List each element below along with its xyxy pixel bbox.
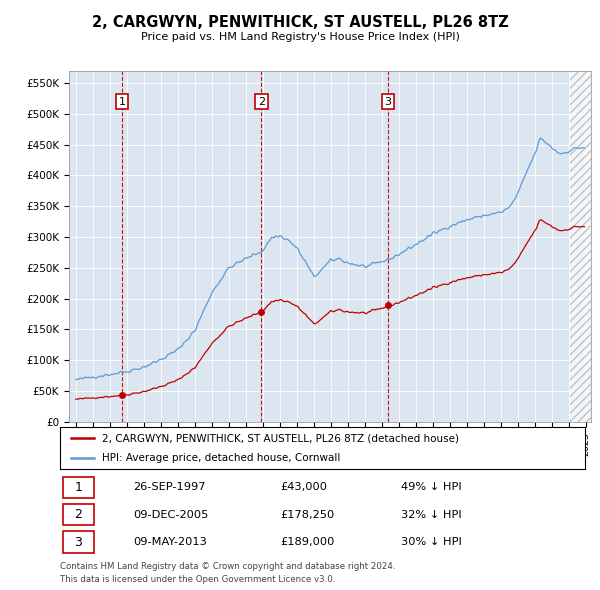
Text: 32% ↓ HPI: 32% ↓ HPI — [401, 510, 462, 520]
Text: 1: 1 — [74, 481, 82, 494]
Text: 49% ↓ HPI: 49% ↓ HPI — [401, 483, 462, 493]
Text: Price paid vs. HM Land Registry's House Price Index (HPI): Price paid vs. HM Land Registry's House … — [140, 32, 460, 42]
Text: 09-DEC-2005: 09-DEC-2005 — [133, 510, 209, 520]
Text: 2, CARGWYN, PENWITHICK, ST AUSTELL, PL26 8TZ: 2, CARGWYN, PENWITHICK, ST AUSTELL, PL26… — [92, 15, 508, 30]
Bar — [62, 504, 94, 526]
Bar — [62, 477, 94, 498]
Text: HPI: Average price, detached house, Cornwall: HPI: Average price, detached house, Corn… — [102, 453, 340, 463]
Bar — [62, 532, 94, 553]
Text: 2: 2 — [74, 508, 82, 522]
Text: £178,250: £178,250 — [281, 510, 335, 520]
Text: 26-SEP-1997: 26-SEP-1997 — [133, 483, 206, 493]
Text: £189,000: £189,000 — [281, 537, 335, 547]
Text: 2: 2 — [258, 97, 265, 107]
Text: 09-MAY-2013: 09-MAY-2013 — [133, 537, 208, 547]
Text: 2, CARGWYN, PENWITHICK, ST AUSTELL, PL26 8TZ (detached house): 2, CARGWYN, PENWITHICK, ST AUSTELL, PL26… — [102, 433, 459, 443]
Text: 30% ↓ HPI: 30% ↓ HPI — [401, 537, 462, 547]
Text: £43,000: £43,000 — [281, 483, 328, 493]
Text: This data is licensed under the Open Government Licence v3.0.: This data is licensed under the Open Gov… — [60, 575, 335, 584]
Text: 3: 3 — [74, 536, 82, 549]
Text: 1: 1 — [119, 97, 126, 107]
Text: 3: 3 — [385, 97, 391, 107]
Text: Contains HM Land Registry data © Crown copyright and database right 2024.: Contains HM Land Registry data © Crown c… — [60, 562, 395, 571]
